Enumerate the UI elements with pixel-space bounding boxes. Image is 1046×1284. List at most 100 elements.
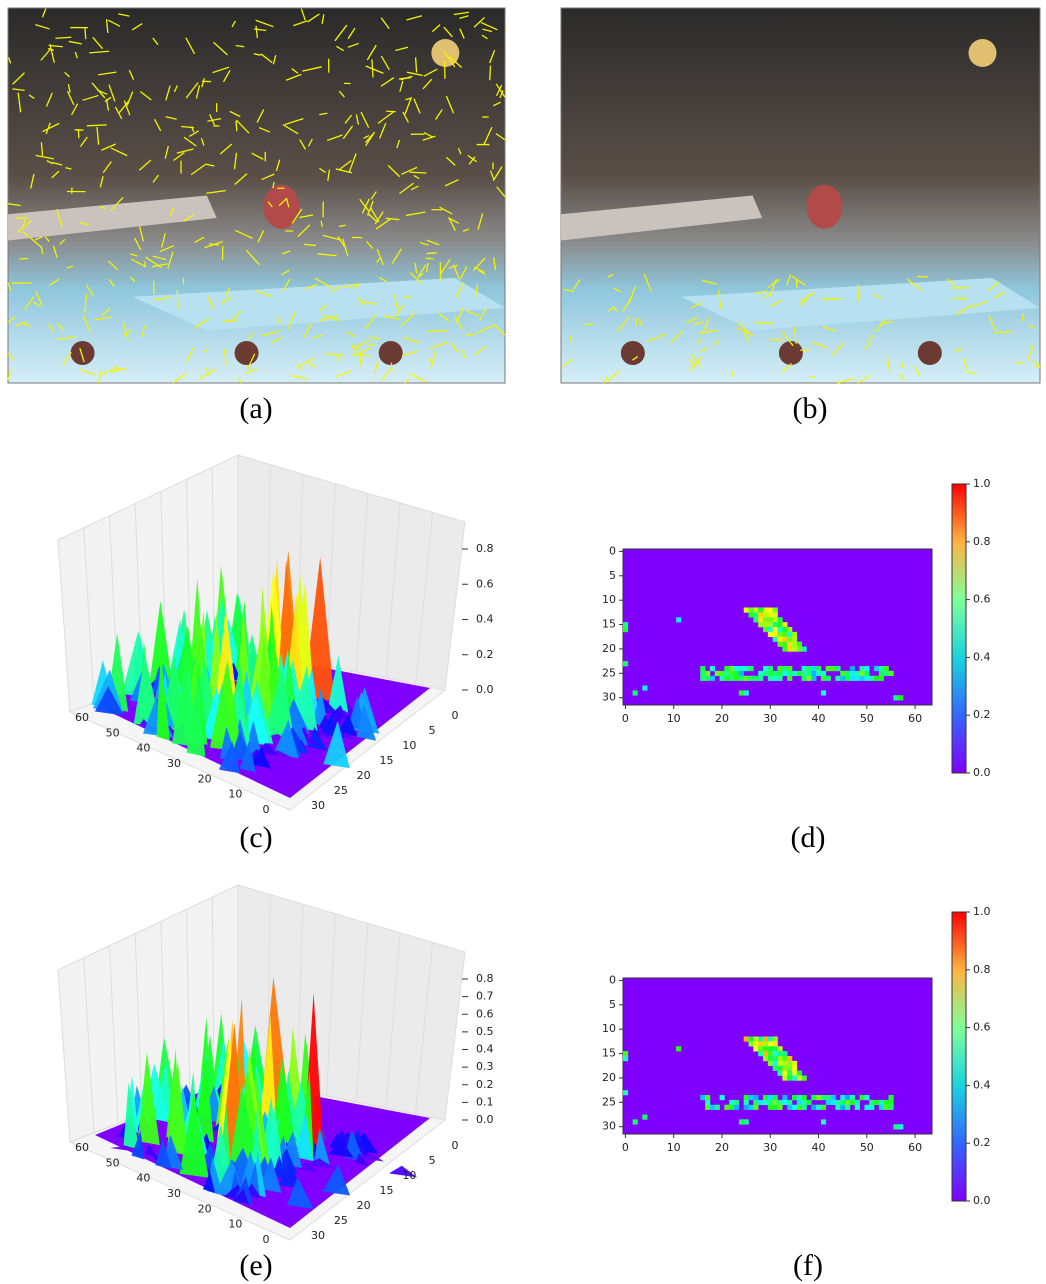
heat-cell bbox=[860, 676, 865, 681]
y-tick-label: 15 bbox=[602, 618, 616, 631]
heat-cell bbox=[773, 1037, 778, 1042]
y-tick-label: 10 bbox=[602, 593, 616, 606]
y-tick-label: 25 bbox=[602, 1095, 616, 1108]
heat-cell bbox=[705, 1095, 710, 1100]
y-tick-label: 10 bbox=[402, 1169, 416, 1182]
heat-cell bbox=[778, 666, 783, 671]
flow-vector bbox=[427, 253, 437, 254]
heat-cell bbox=[864, 666, 869, 671]
heat-cell bbox=[802, 1100, 807, 1105]
heat-cell bbox=[768, 617, 773, 622]
z-tick-label: 0.5 bbox=[476, 1025, 494, 1038]
x-tick-label: 60 bbox=[75, 711, 89, 724]
flow-vector bbox=[490, 66, 491, 81]
heat-cell bbox=[821, 1095, 826, 1100]
heat-cell bbox=[806, 676, 811, 681]
heat-cell bbox=[720, 671, 725, 676]
flow-vector bbox=[177, 290, 178, 309]
heat-cell bbox=[826, 1095, 831, 1100]
heat-cell bbox=[773, 1061, 778, 1066]
colorbar-tick-label: 0.8 bbox=[973, 963, 991, 976]
colorbar-tick-label: 0.4 bbox=[973, 650, 991, 663]
heat-cell bbox=[724, 676, 729, 681]
heat-cell bbox=[734, 671, 739, 676]
heat-cell bbox=[705, 1100, 710, 1105]
heat-cell bbox=[893, 1124, 898, 1129]
heat-cell bbox=[816, 1105, 821, 1110]
heat-cell bbox=[802, 1095, 807, 1100]
heat-cell bbox=[744, 690, 749, 695]
heat-cell bbox=[787, 637, 792, 642]
z-tick-label: 0.2 bbox=[476, 1078, 494, 1091]
heat-cell bbox=[797, 1095, 802, 1100]
heat-cell bbox=[860, 666, 865, 671]
x-tick-label: 50 bbox=[106, 726, 120, 739]
colorbar-tick-label: 1.0 bbox=[973, 905, 991, 918]
heat-cell bbox=[821, 1119, 826, 1124]
x-tick-label: 30 bbox=[763, 1141, 777, 1154]
heat-cell bbox=[782, 1061, 787, 1066]
heat-cell bbox=[763, 671, 768, 676]
heat-cell bbox=[782, 627, 787, 632]
x-tick-label: 0 bbox=[263, 1233, 270, 1246]
colorbar bbox=[952, 912, 966, 1201]
heat-cell bbox=[753, 612, 758, 617]
heat-cell bbox=[623, 661, 628, 666]
heat-cell bbox=[729, 1105, 734, 1110]
heat-cell bbox=[806, 666, 811, 671]
x-tick-label: 60 bbox=[75, 1141, 89, 1154]
heat-cell bbox=[768, 632, 773, 637]
heat-cell bbox=[845, 1100, 850, 1105]
heat-cell bbox=[879, 666, 884, 671]
heat-cell bbox=[835, 1105, 840, 1110]
figure: (a)(b)(c)(d)(e)(f)0.00.20.40.60.86050403… bbox=[0, 0, 1046, 1284]
heat-cell bbox=[773, 622, 778, 627]
heat-cell bbox=[802, 671, 807, 676]
heat-cell bbox=[773, 1051, 778, 1056]
heat-cell bbox=[787, 1066, 792, 1071]
heat-cell bbox=[787, 671, 792, 676]
heat-cell bbox=[773, 632, 778, 637]
spot bbox=[235, 341, 259, 365]
heat-cell bbox=[792, 632, 797, 637]
colorbar-tick-label: 0.0 bbox=[973, 1194, 991, 1207]
heat-cell bbox=[797, 1100, 802, 1105]
y-tick-label: 10 bbox=[402, 739, 416, 752]
heat-cell bbox=[840, 1095, 845, 1100]
heat-cell bbox=[831, 1095, 836, 1100]
heat-cell bbox=[782, 637, 787, 642]
heat-cell bbox=[734, 666, 739, 671]
heat-cell bbox=[782, 1056, 787, 1061]
y-tick-label: 10 bbox=[602, 1022, 616, 1035]
heat-cell bbox=[768, 1041, 773, 1046]
heat-cell bbox=[758, 671, 763, 676]
x-tick-label: 40 bbox=[812, 712, 826, 725]
heat-cell bbox=[816, 666, 821, 671]
heat-cell bbox=[782, 647, 787, 652]
y-tick-label: 5 bbox=[429, 724, 436, 737]
heat-cell bbox=[840, 676, 845, 681]
heat-cell bbox=[724, 666, 729, 671]
x-tick-label: 30 bbox=[167, 757, 181, 770]
heat-cell bbox=[787, 1105, 792, 1110]
caption: (a) bbox=[239, 392, 272, 425]
x-tick-label: 60 bbox=[908, 1141, 922, 1154]
heat-cell bbox=[782, 1076, 787, 1081]
heat-cell bbox=[782, 622, 787, 627]
heat-cell bbox=[700, 671, 705, 676]
colorbar-tick-label: 0.4 bbox=[973, 1078, 991, 1091]
heat-cell bbox=[768, 1051, 773, 1056]
heat-cell bbox=[763, 1100, 768, 1105]
heat-cell bbox=[840, 1105, 845, 1110]
heat-cell bbox=[753, 676, 758, 681]
x-tick-label: 40 bbox=[136, 1172, 150, 1185]
spot bbox=[621, 341, 645, 365]
heat-cell bbox=[850, 676, 855, 681]
colorbar-tick-label: 0.0 bbox=[973, 766, 991, 779]
heat-cell bbox=[729, 1100, 734, 1105]
heat-cell bbox=[792, 642, 797, 647]
heat-cell bbox=[898, 1124, 903, 1129]
heat-cell bbox=[889, 1100, 894, 1105]
heat-cell bbox=[710, 666, 715, 671]
y-tick-label: 0 bbox=[609, 544, 616, 557]
